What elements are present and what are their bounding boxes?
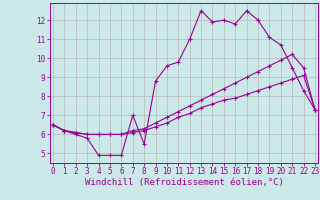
- X-axis label: Windchill (Refroidissement éolien,°C): Windchill (Refroidissement éolien,°C): [84, 178, 284, 187]
